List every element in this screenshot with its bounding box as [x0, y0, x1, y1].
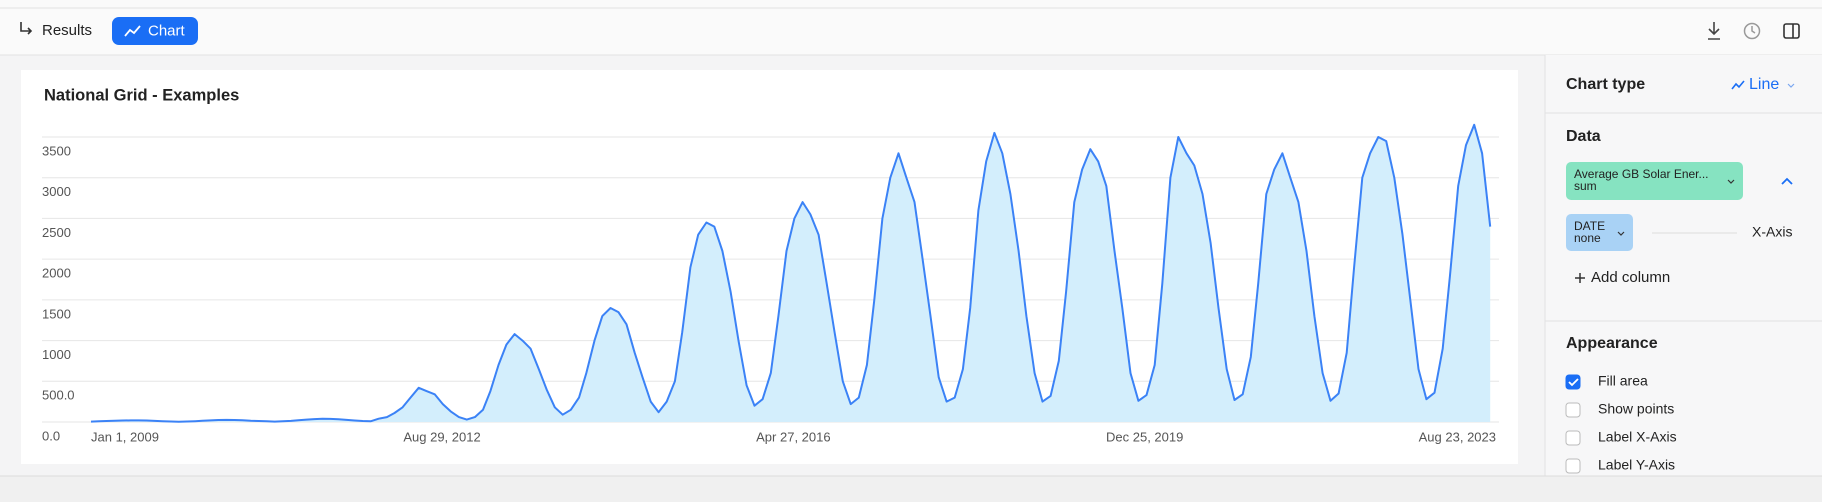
add-column-button[interactable]: Add column: [1575, 269, 1670, 286]
option-label: Show points: [1598, 401, 1674, 417]
x-tick-label: Jan 1, 2009: [91, 429, 159, 444]
checkbox: [1565, 374, 1581, 390]
option[interactable]: Label Y-Axis: [1565, 457, 1675, 474]
download-icon: [1708, 22, 1720, 40]
y-tick-label: 1000: [42, 347, 71, 362]
settings-panel: [1545, 55, 1822, 476]
status-bar: [0, 476, 1822, 502]
chart-icon: [124, 25, 141, 37]
option-label: Fill area: [1598, 373, 1648, 389]
history-icon: [1743, 22, 1761, 40]
x-tick-label: Aug 29, 2012: [403, 429, 480, 444]
checkmark: [1568, 378, 1579, 387]
results-icon: [20, 22, 33, 35]
y-tick-label: 2000: [42, 266, 71, 281]
data-heading: Data: [1566, 128, 1601, 145]
x-tick-label: Aug 23, 2023: [1419, 429, 1496, 444]
line-icon: [1731, 80, 1745, 90]
y-tick-label: 2500: [42, 225, 71, 240]
results-tab[interactable]: Results: [20, 22, 92, 39]
chevron: [1617, 231, 1625, 236]
y-tick-label: 500.0: [42, 388, 75, 403]
x-tick-label: Apr 27, 2016: [756, 429, 830, 444]
plot: 0.0 500.0 1000 1500 2000 2500 3000 3500 Jan 1, 2…: [42, 123, 1499, 444]
column-name: DATE: [1574, 219, 1605, 233]
collapse-icon[interactable]: [1781, 177, 1793, 185]
series-area: [91, 124, 1491, 423]
series-line: [90, 123, 1492, 423]
add-column-label: Add column: [1591, 269, 1670, 286]
chart-title: National Grid - Examples: [44, 86, 239, 104]
y-tick-label: 3000: [42, 184, 71, 199]
sidebar-icon: [1783, 23, 1800, 39]
checkbox: [1565, 430, 1581, 446]
options: Fill area Show points Label X-Axis Label Y-…: [1565, 373, 1677, 474]
chart-tab-bg: [112, 17, 198, 45]
chart-type-value: Line: [1749, 76, 1779, 93]
x-column-pill[interactable]: DATE none: [1566, 214, 1633, 251]
y-tick-label: 3500: [42, 143, 71, 158]
download-button[interactable]: [1708, 22, 1720, 40]
option-label: Label X-Axis: [1598, 429, 1677, 445]
checkbox: [1565, 402, 1581, 418]
history-icon-hand: [1751, 26, 1756, 34]
option[interactable]: Fill area: [1565, 373, 1648, 390]
column-name: Average GB Solar Ener...: [1574, 167, 1709, 181]
appearance-heading: Appearance: [1566, 335, 1658, 352]
option[interactable]: Label X-Axis: [1565, 429, 1677, 446]
chart-type-select[interactable]: Line: [1731, 76, 1795, 93]
y-column-pill[interactable]: Average GB Solar Ener... sum: [1566, 162, 1743, 200]
toolbar: [0, 8, 1822, 55]
chart-label: Chart: [148, 22, 186, 39]
option[interactable]: Show points: [1565, 401, 1674, 418]
plus-icon: [1575, 273, 1585, 283]
y-tick-label: 1500: [42, 306, 71, 321]
x-tick-label: Dec 25, 2019: [1106, 429, 1183, 444]
pill-bg: [1566, 214, 1633, 251]
sidebar-toggle[interactable]: [1783, 23, 1800, 39]
editor-strip: [0, 0, 1822, 8]
axis-role: X-Axis: [1752, 224, 1792, 240]
chart-tab[interactable]: Chart: [112, 17, 198, 45]
results-label: Results: [42, 22, 92, 39]
checkbox: [1565, 458, 1581, 474]
y-tick-label: 0.0: [42, 428, 60, 443]
history-button[interactable]: [1743, 22, 1761, 40]
chevron: [1727, 179, 1735, 184]
pill-bg: [1566, 162, 1743, 200]
chevron: [1787, 83, 1795, 88]
chart-type-label: Chart type: [1566, 76, 1645, 93]
column-agg: none: [1574, 231, 1601, 245]
option-label: Label Y-Axis: [1598, 457, 1675, 473]
column-agg: sum: [1574, 179, 1597, 193]
